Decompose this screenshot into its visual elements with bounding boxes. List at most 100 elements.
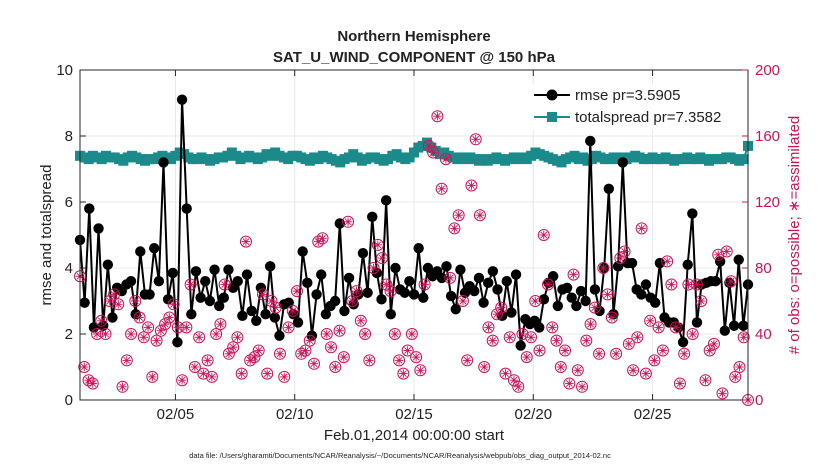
y-tick-label: 8 bbox=[65, 128, 73, 145]
obs-point bbox=[205, 370, 218, 383]
obs-point bbox=[729, 370, 742, 383]
obs-point bbox=[188, 361, 201, 373]
obs-point bbox=[154, 324, 167, 337]
rmse-point bbox=[719, 325, 731, 336]
rmse-point bbox=[636, 289, 647, 300]
obs-point bbox=[571, 364, 584, 377]
rmse-point bbox=[422, 262, 434, 274]
obs-point bbox=[576, 380, 589, 393]
obs-point bbox=[452, 209, 465, 222]
obs-point bbox=[86, 377, 99, 390]
legend-box bbox=[528, 84, 742, 130]
rmse-point bbox=[714, 256, 726, 267]
rmse-point bbox=[640, 279, 652, 290]
x-tick-label: 02/20 bbox=[515, 406, 553, 423]
obs-point bbox=[405, 328, 418, 340]
rmse-point bbox=[441, 261, 452, 272]
obs-point bbox=[439, 153, 452, 166]
obs-point bbox=[690, 278, 703, 291]
axis-ticks: 02/05 02/10 02/15 02/20 02/25 0 2 4 6 8 10 0 40 80 120… bbox=[56, 62, 780, 423]
rmse-point bbox=[617, 157, 628, 168]
rmse-point bbox=[654, 257, 666, 269]
y-right-tick-label: 0 bbox=[755, 392, 763, 409]
rmse-point bbox=[167, 267, 178, 279]
rmse-point bbox=[218, 292, 230, 303]
rmse-point bbox=[445, 290, 457, 302]
obs-point bbox=[512, 380, 525, 393]
rmse-point bbox=[84, 203, 95, 214]
rmse-point bbox=[153, 276, 165, 287]
rmse-point bbox=[311, 289, 322, 300]
obs-point bbox=[337, 351, 350, 364]
obs-point bbox=[401, 344, 414, 357]
rmse-point bbox=[492, 284, 503, 295]
x-tick-label: 02/15 bbox=[395, 406, 433, 423]
obs-point bbox=[422, 139, 435, 152]
legend-spread-label: totalspread pr=7.3582 bbox=[575, 109, 721, 126]
rmse-point bbox=[241, 269, 253, 280]
obs-point bbox=[367, 262, 380, 274]
obs-point bbox=[376, 252, 389, 265]
obs-point bbox=[503, 331, 516, 344]
y-tick-label: 6 bbox=[65, 194, 73, 211]
rmse-point bbox=[93, 223, 104, 234]
spread-point bbox=[738, 154, 749, 165]
obs-point bbox=[469, 133, 482, 146]
x-axis-label: Feb.01,2014 00:00:00 start bbox=[324, 427, 505, 444]
rmse-point bbox=[626, 257, 638, 269]
legend-spread-marker bbox=[547, 112, 557, 122]
y-tick-label: 4 bbox=[65, 260, 73, 277]
obs-point bbox=[393, 354, 406, 367]
obs-point bbox=[363, 354, 376, 367]
rmse-point bbox=[473, 272, 485, 284]
obs-point bbox=[120, 354, 133, 367]
rmse-point bbox=[510, 269, 522, 280]
obs-point bbox=[261, 367, 274, 380]
obs-point bbox=[308, 357, 321, 370]
rmse-point bbox=[264, 261, 276, 272]
rmse-point bbox=[418, 292, 429, 303]
obs-point bbox=[163, 311, 176, 324]
rmse-point bbox=[200, 276, 211, 287]
obs-point bbox=[533, 344, 546, 357]
obs-point bbox=[448, 222, 461, 235]
legend-rmse-marker bbox=[546, 89, 558, 101]
rmse-point bbox=[246, 305, 257, 317]
obs-point bbox=[129, 295, 142, 307]
obs-point bbox=[695, 295, 708, 307]
rmse-point bbox=[413, 243, 424, 254]
obs-point bbox=[303, 334, 316, 347]
obs-point bbox=[550, 334, 563, 347]
obs-point bbox=[278, 370, 291, 383]
obs-point bbox=[150, 334, 163, 347]
rmse-point bbox=[232, 276, 243, 287]
obs-point bbox=[435, 182, 448, 195]
rmse-point bbox=[209, 264, 220, 275]
y-right-tick-label: 160 bbox=[755, 128, 780, 145]
obs-point bbox=[227, 341, 240, 354]
obs-point bbox=[631, 331, 644, 344]
obs-point bbox=[320, 328, 333, 340]
obs-point bbox=[478, 361, 491, 373]
obs-point bbox=[252, 344, 265, 357]
x-tick-label: 02/05 bbox=[157, 406, 195, 423]
obs-point bbox=[444, 271, 457, 284]
obs-point bbox=[273, 347, 286, 360]
rmse-point bbox=[181, 203, 192, 214]
obs-point bbox=[137, 331, 150, 344]
obs-point bbox=[282, 321, 295, 334]
obs-point bbox=[184, 278, 197, 291]
obs-point bbox=[218, 278, 231, 291]
obs-point bbox=[99, 328, 112, 340]
data-file-footer: data file: /Users/gharamti/Documents/NCA… bbox=[189, 451, 611, 460]
rmse-point bbox=[483, 277, 494, 289]
rmse-point bbox=[404, 276, 415, 287]
rmse-point bbox=[390, 262, 401, 274]
obs-point bbox=[346, 295, 359, 307]
y-tick-label: 0 bbox=[65, 392, 73, 409]
rmse-point bbox=[728, 320, 740, 331]
obs-point bbox=[116, 380, 129, 393]
obs-point bbox=[661, 255, 674, 268]
obs-point bbox=[529, 295, 542, 307]
